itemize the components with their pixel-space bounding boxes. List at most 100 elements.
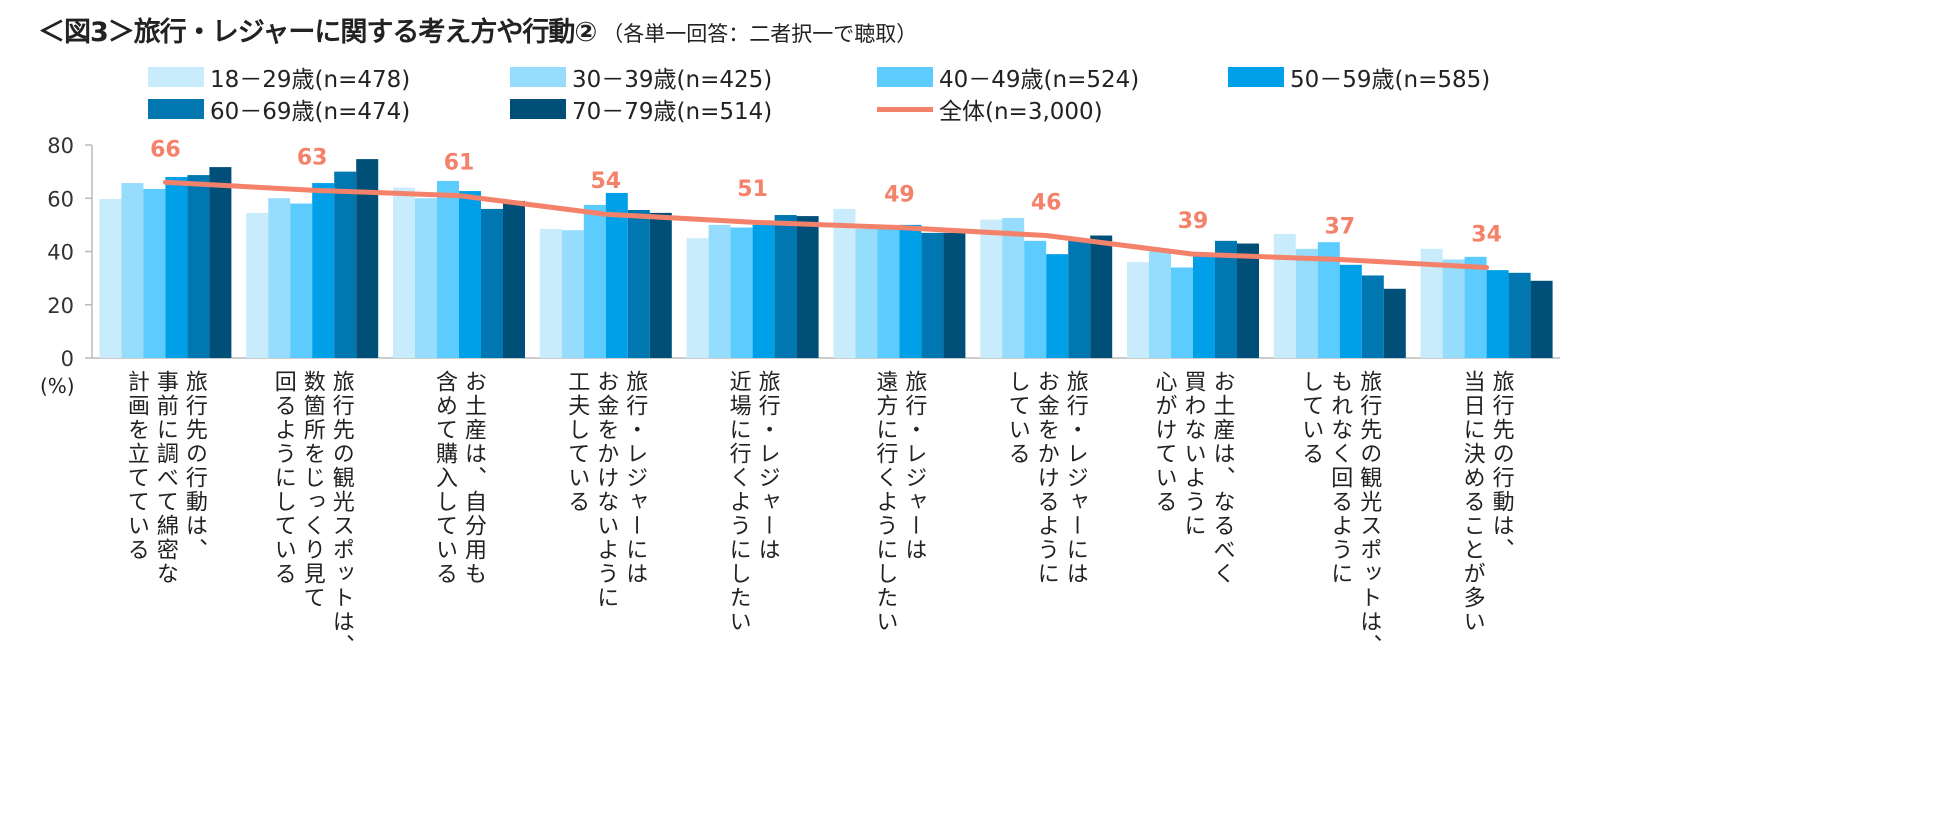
category-label: 旅行・レジャーは 遠方に行くようにしたい	[870, 370, 928, 634]
bar	[774, 215, 797, 358]
data-label: 37	[1324, 214, 1355, 239]
bar	[1420, 248, 1443, 358]
bar	[627, 209, 650, 358]
bar	[708, 224, 731, 358]
legend-label: 30－39歳(n=425)	[572, 67, 773, 93]
bar	[561, 230, 584, 358]
bar	[334, 171, 357, 358]
category-label-line: 旅行先の観光スポットは、	[1356, 370, 1382, 658]
data-label: 54	[590, 169, 621, 194]
bar	[539, 228, 562, 358]
category-label: 旅行・レジャーには お金をかけるように している	[1003, 370, 1090, 586]
bar	[796, 216, 819, 358]
bar	[686, 238, 709, 358]
bar	[1361, 275, 1384, 358]
bar	[899, 224, 922, 358]
category-label-line: 工夫している	[564, 370, 590, 514]
category-label-line: もれなく回るように	[1327, 370, 1353, 586]
legend-line-swatch	[877, 106, 933, 112]
bar	[583, 204, 606, 358]
bar	[99, 199, 122, 358]
legend-label: 70－79歳(n=514)	[572, 99, 773, 125]
data-label: 46	[1031, 191, 1062, 216]
category-label-line: 遠方に行くようにしたい	[872, 370, 898, 634]
bar	[1442, 259, 1465, 358]
legend-label: 40－49歳(n=524)	[939, 67, 1140, 93]
category-label-line: 買わないように	[1180, 370, 1206, 538]
bar	[605, 192, 628, 358]
category-label-line: 旅行先の行動は、	[1488, 370, 1514, 562]
data-label: 51	[737, 177, 768, 202]
legend-label: 18－29歳(n=478)	[210, 67, 411, 93]
category-label-line: している	[1004, 370, 1030, 466]
category-label-line: 旅行・レジャーには	[1062, 370, 1088, 586]
legend-item: 全体(n=3,000)	[877, 92, 1103, 126]
y-tick-label: 40	[47, 241, 74, 265]
legend-item: 30－39歳(n=425)	[510, 60, 772, 94]
bar	[833, 208, 856, 358]
legend-item: 50－59歳(n=585)	[1228, 60, 1490, 94]
bar	[1339, 264, 1362, 358]
category-label-line: お土産は、自分用も	[461, 370, 486, 586]
bar	[246, 212, 269, 358]
bar	[980, 219, 1003, 358]
category-label-line: 含めて購入している	[432, 370, 457, 586]
bar	[649, 212, 672, 358]
category-label: 旅行先の観光スポットは、 数箇所をじっくり見て 回るようにしている	[269, 370, 356, 658]
bar	[1215, 240, 1237, 358]
category-label-line: 旅行・レジャーは	[901, 370, 927, 562]
legend-swatch	[877, 67, 933, 87]
bar	[1090, 235, 1113, 358]
category-label-line: 心がけている	[1151, 370, 1177, 514]
overall-line	[162, 179, 1490, 270]
bar	[1193, 254, 1215, 358]
legend-item: 60－69歳(n=474)	[148, 92, 410, 126]
legend-label: 全体(n=3,000)	[939, 99, 1103, 125]
legend-label: 50－59歳(n=585)	[1290, 67, 1491, 93]
bar	[943, 232, 966, 358]
y-tick-label: 0	[61, 347, 74, 371]
bar	[459, 191, 481, 358]
category-label: 旅行・レジャーには お金をかけないように 工夫している	[562, 370, 649, 610]
category-label-line: お金をかけるように	[1033, 370, 1059, 586]
bar	[393, 187, 415, 358]
bar	[1508, 272, 1531, 358]
bar	[1002, 217, 1025, 358]
legend-swatch	[148, 67, 204, 87]
bar	[1317, 242, 1340, 358]
category-label-line: 事前に調べて綿密な	[152, 370, 178, 586]
data-label: 49	[884, 183, 915, 208]
category-label-line: お金をかけないように	[593, 370, 619, 610]
bar	[415, 198, 437, 358]
bar	[1149, 251, 1171, 358]
chart-subtitle: （各単一回答：二者択一で聴取）	[602, 22, 918, 46]
bar	[437, 180, 459, 358]
bar	[268, 198, 291, 358]
category-label-line: 当日に決めることが多い	[1459, 370, 1485, 634]
bar	[1273, 233, 1296, 358]
category-label-line: 旅行・レジャーは	[754, 370, 780, 562]
category-label-line: している	[1298, 370, 1324, 466]
bar	[290, 203, 313, 358]
bar	[1486, 270, 1509, 358]
bar	[1127, 262, 1149, 358]
category-label-line: 計画を立てている	[123, 370, 149, 562]
bar	[1464, 256, 1487, 358]
legend-swatch	[510, 67, 566, 87]
legend-label: 60－69歳(n=474)	[210, 99, 411, 125]
legend-item: 40－49歳(n=524)	[877, 60, 1139, 94]
bar	[1046, 254, 1069, 358]
category-label-line: お土産は、なるべく	[1209, 370, 1235, 586]
legend-item: 18－29歳(n=478)	[148, 60, 410, 94]
category-label: 旅行先の行動は、 事前に調べて綿密な 計画を立てている	[122, 370, 209, 586]
category-label-line: 旅行・レジャーには	[622, 370, 648, 586]
bar	[165, 176, 188, 358]
y-tick-label: 60	[47, 187, 74, 211]
bar	[855, 228, 878, 358]
bar	[1171, 267, 1193, 358]
data-label: 34	[1471, 222, 1502, 247]
bar	[730, 227, 753, 358]
legend-swatch	[510, 99, 566, 119]
bar	[143, 188, 166, 358]
